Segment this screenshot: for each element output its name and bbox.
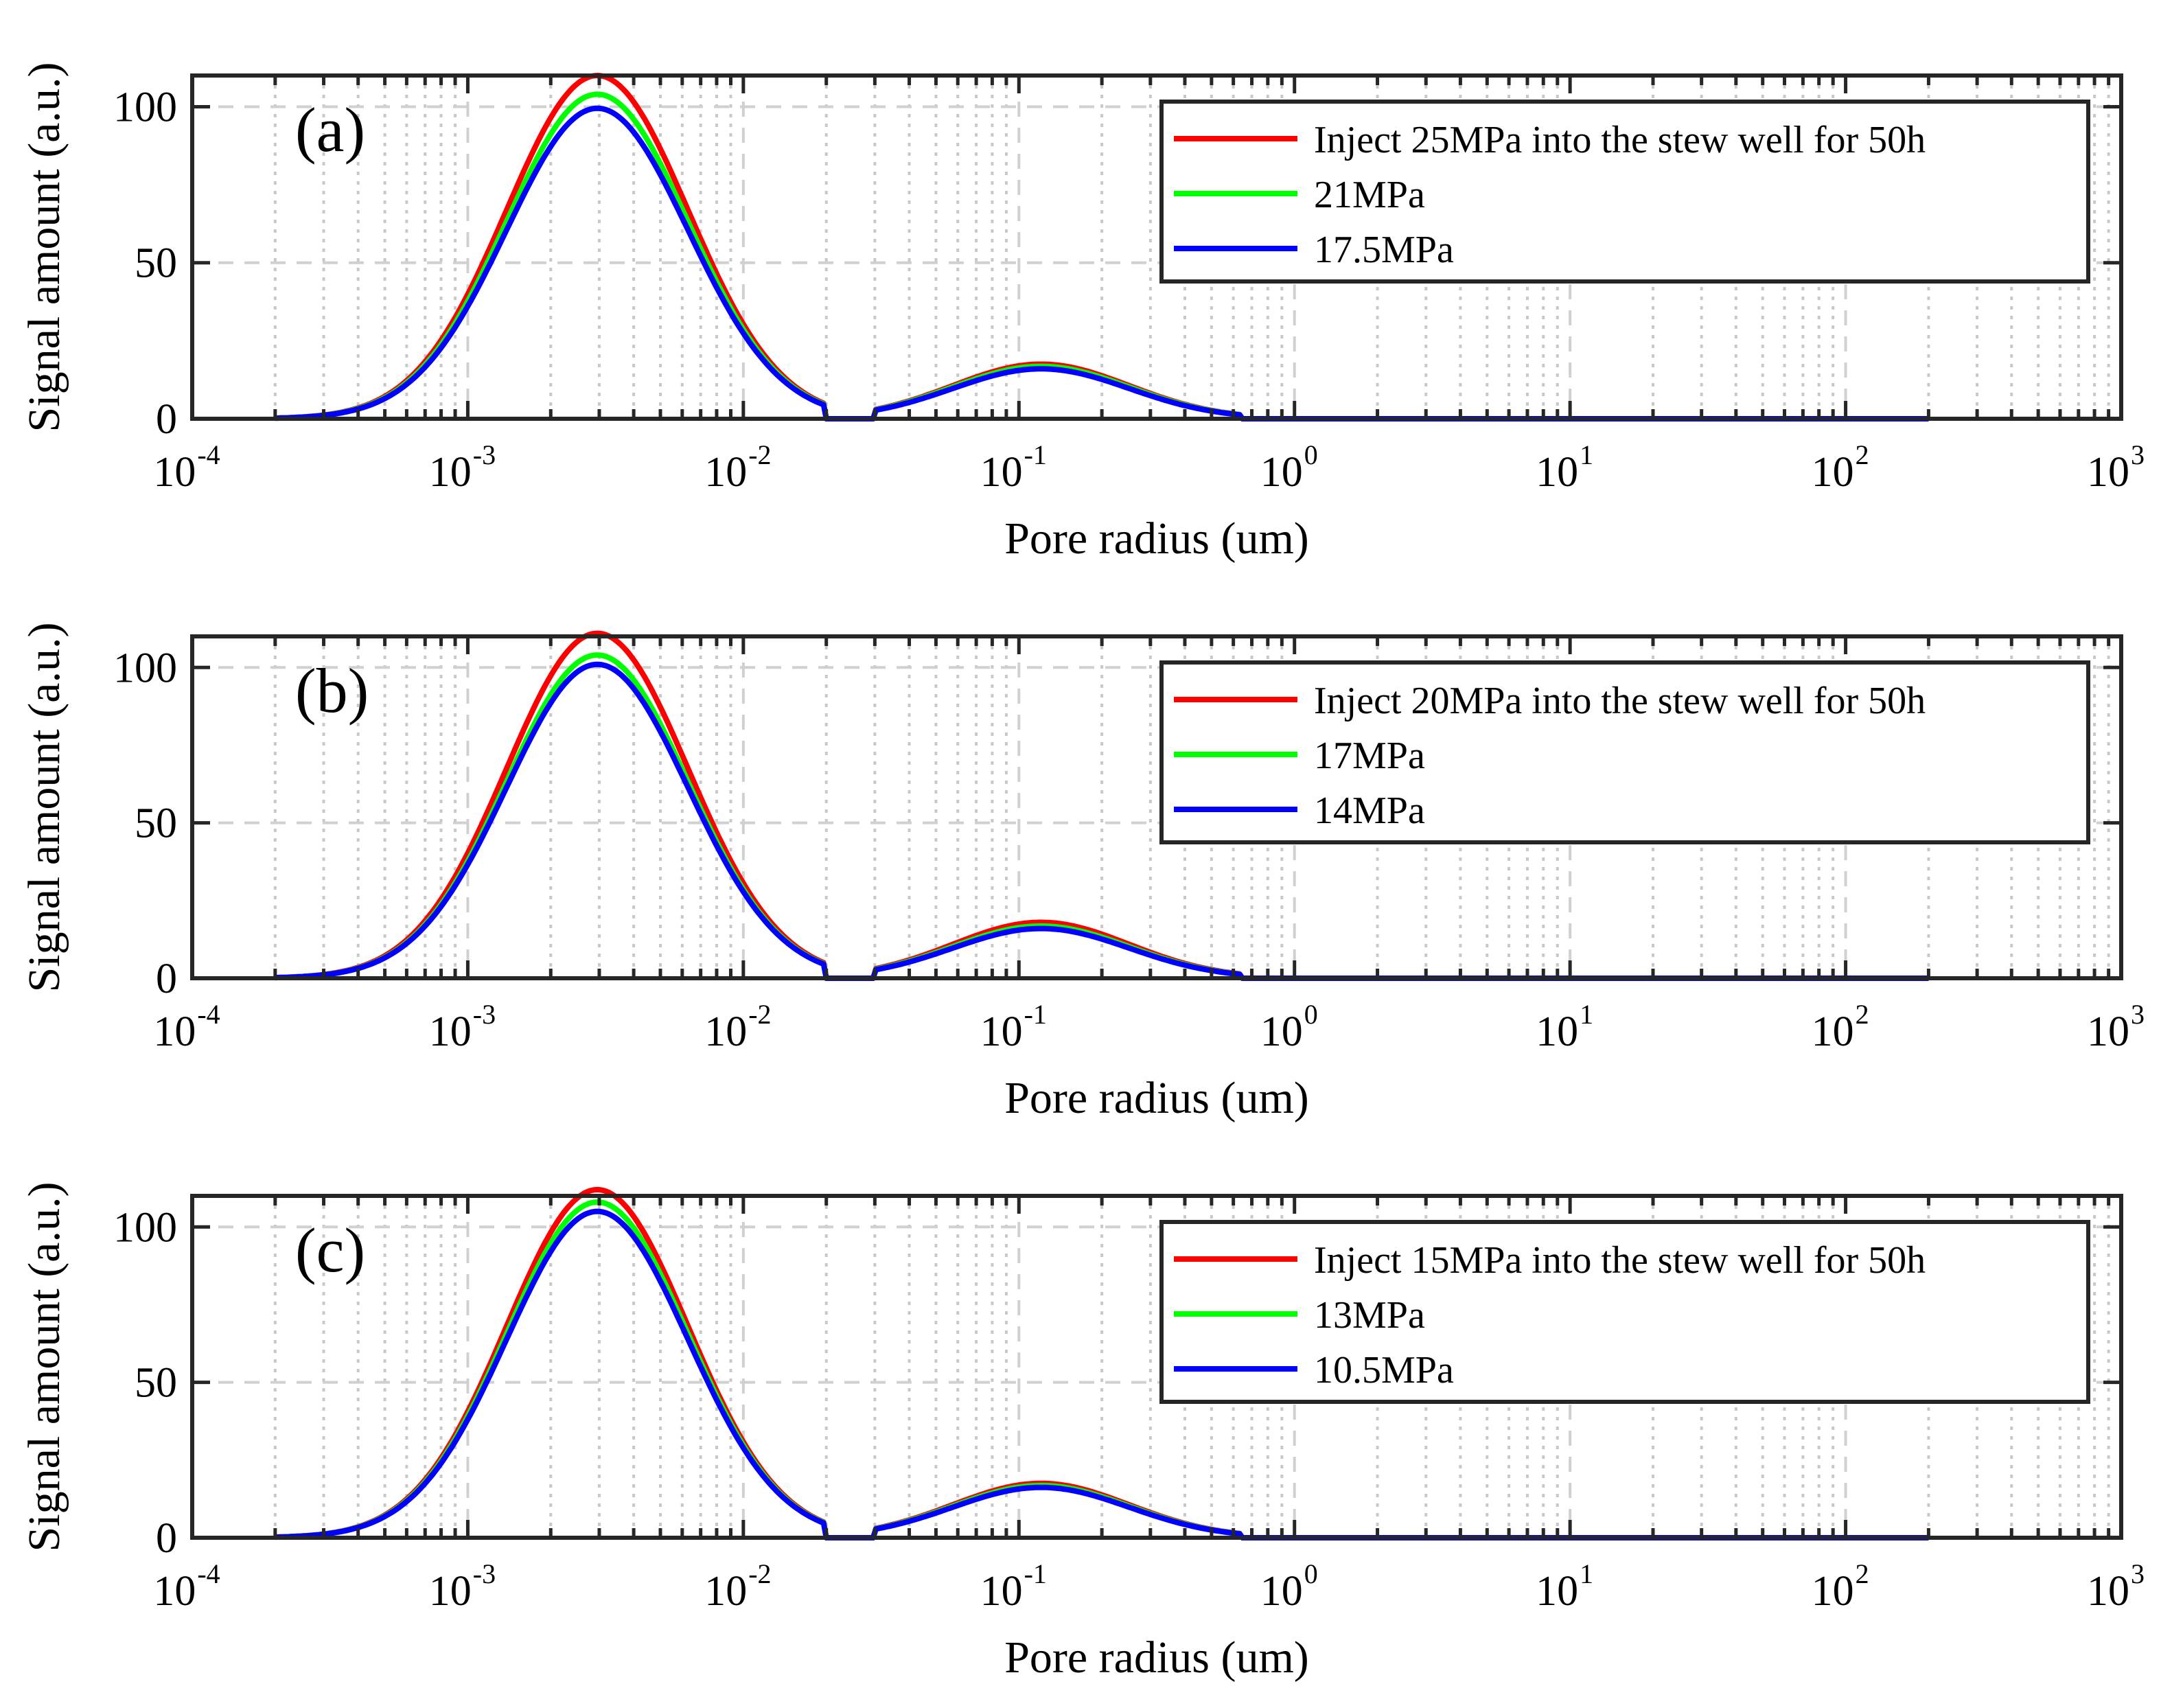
x-tick-exponent: 2: [1856, 999, 1869, 1030]
y-tick-label: 0: [156, 956, 177, 1002]
x-tick-label: 101: [1536, 999, 1593, 1055]
x-tick-exponent: -3: [473, 1558, 496, 1589]
x-tick-label: 100: [1260, 439, 1318, 496]
y-tick-label: 50: [135, 1360, 177, 1407]
x-tick-exponent: -4: [197, 1558, 220, 1589]
axes-box: [190, 1194, 2123, 1540]
x-tick-label: 100: [1260, 999, 1318, 1055]
x-tick-exponent: -1: [1024, 439, 1047, 470]
ticks: [190, 636, 2123, 980]
x-tick-label: 10-1: [980, 999, 1047, 1055]
x-tick-label: 102: [1812, 999, 1869, 1055]
x-tick-exponent: -1: [1024, 1558, 1047, 1589]
x-tick-label: 10-2: [704, 1558, 771, 1615]
x-tick-label: 103: [2087, 439, 2145, 496]
x-tick-exponent: 3: [2131, 1558, 2145, 1589]
x-axis-label: Pore radius (um): [1004, 1073, 1309, 1123]
x-tick-label: 103: [2087, 1558, 2145, 1615]
legend: Inject 25MPa into the stew well for 50h 2…: [1159, 100, 2090, 284]
x-tick-label: 101: [1536, 1558, 1593, 1615]
axes-box: [190, 634, 2123, 980]
legend-label: 17.5MPa: [1314, 229, 1454, 271]
x-axis-label: Pore radius (um): [1004, 1632, 1309, 1683]
x-tick-label: 102: [1812, 1558, 1869, 1615]
x-tick-label: 101: [1536, 439, 1593, 496]
y-tick-label: 100: [113, 1204, 177, 1251]
x-tick-exponent: -1: [1024, 999, 1047, 1030]
x-tick-exponent: 0: [1304, 439, 1318, 470]
ticks: [190, 1196, 2123, 1540]
x-tick-exponent: -2: [748, 439, 771, 470]
x-tick-exponent: 0: [1304, 1558, 1318, 1589]
x-tick-exponent: 1: [1580, 439, 1593, 470]
panel-label: (a): [295, 95, 365, 165]
x-tick-label: 100: [1260, 1558, 1318, 1615]
x-tick-label: 10-4: [153, 439, 220, 496]
y-tick-label: 50: [135, 800, 177, 847]
x-tick-exponent: 1: [1580, 1558, 1593, 1589]
x-tick-exponent: 0: [1304, 999, 1318, 1030]
ticks: [190, 76, 2123, 421]
y-tick-label: 0: [156, 1515, 177, 1562]
legend-label: 17MPa: [1314, 735, 1425, 777]
y-axis-label: Signal amount (a.u.): [19, 623, 69, 993]
y-tick-label: 100: [113, 84, 177, 130]
x-tick-exponent: -3: [473, 439, 496, 470]
x-tick-exponent: 3: [2131, 999, 2145, 1030]
x-tick-label: 10-4: [153, 999, 220, 1055]
x-tick-label: 10-3: [429, 439, 496, 496]
x-tick-exponent: 1: [1580, 999, 1593, 1030]
axes-box: [190, 73, 2123, 421]
legend-label: 21MPa: [1314, 174, 1425, 216]
panel-label: (c): [295, 1215, 365, 1285]
x-tick-label: 10-2: [704, 439, 771, 496]
legend: Inject 15MPa into the stew well for 50h 1…: [1159, 1220, 2090, 1404]
y-tick-label: 50: [135, 240, 177, 287]
x-tick-label: 10-1: [980, 1558, 1047, 1615]
legend-label: Inject 20MPa into the stew well for 50h: [1314, 680, 1926, 722]
y-axis-label: Signal amount (a.u.): [19, 62, 69, 432]
x-tick-label: 10-1: [980, 439, 1047, 496]
x-tick-exponent: -4: [197, 439, 220, 470]
x-tick-exponent: 2: [1856, 1558, 1869, 1589]
x-tick-exponent: -4: [197, 999, 220, 1030]
x-tick-label: 10-2: [704, 999, 771, 1055]
x-tick-exponent: -2: [748, 999, 771, 1030]
legend-label: Inject 15MPa into the stew well for 50h: [1314, 1239, 1926, 1282]
x-tick-exponent: 3: [2131, 439, 2145, 470]
y-axis-label: Signal amount (a.u.): [19, 1182, 69, 1552]
legend-label: 13MPa: [1314, 1294, 1425, 1337]
y-tick-label: 100: [113, 645, 177, 691]
x-tick-label: 103: [2087, 999, 2145, 1055]
x-tick-label: 10-4: [153, 1558, 220, 1615]
legend: Inject 20MPa into the stew well for 50h 1…: [1159, 660, 2090, 844]
x-tick-exponent: -2: [748, 1558, 771, 1589]
legend-box: [1159, 1220, 2090, 1404]
x-axis-label: Pore radius (um): [1004, 513, 1309, 564]
x-tick-label: 102: [1812, 439, 1869, 496]
legend-label: 14MPa: [1314, 789, 1425, 832]
x-tick-label: 10-3: [429, 1558, 496, 1615]
x-tick-exponent: -3: [473, 999, 496, 1030]
legend-label: 10.5MPa: [1314, 1349, 1454, 1392]
legend-box: [1159, 100, 2090, 284]
x-tick-exponent: 2: [1856, 439, 1869, 470]
legend-box: [1159, 660, 2090, 844]
panel-label: (b): [295, 656, 369, 726]
y-tick-label: 0: [156, 396, 177, 443]
legend-label: Inject 25MPa into the stew well for 50h: [1314, 119, 1926, 161]
x-tick-label: 10-3: [429, 999, 496, 1055]
